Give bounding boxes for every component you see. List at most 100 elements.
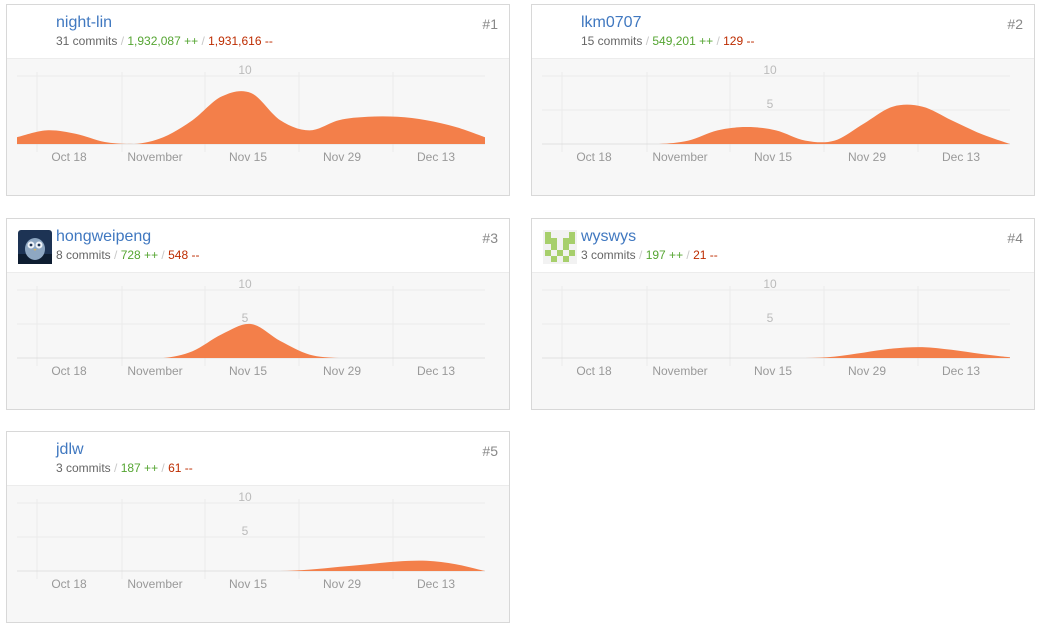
y-tick-label: 10	[763, 277, 777, 291]
x-tick-label: Dec 13	[942, 150, 980, 164]
x-tick-label: Nov 29	[848, 150, 886, 164]
deletions-count: 1,931,616 --	[208, 34, 273, 48]
x-tick-label: Nov 15	[229, 577, 267, 591]
deletions-count: 548 --	[168, 248, 200, 262]
avatar[interactable]	[18, 230, 52, 264]
y-tick-label: 10	[238, 63, 252, 77]
contributor-stats: 3 commits / 187 ++ / 61 --	[56, 461, 193, 475]
rank-label: #4	[1007, 230, 1023, 246]
contributor-header: jdlw 3 commits / 187 ++ / 61 -- #5	[7, 432, 509, 485]
separator: /	[683, 248, 694, 262]
contributor-card: hongweipeng 8 commits / 728 ++ / 548 -- #3…	[6, 218, 510, 410]
separator: /	[110, 461, 121, 475]
commit-count: 3 commits	[581, 248, 636, 262]
separator: /	[158, 248, 169, 262]
commit-activity-chart: 10 Oct 18 November Nov 15 Nov 29 Dec 13	[7, 58, 509, 195]
rank-label: #2	[1007, 16, 1023, 32]
contributor-stats: 15 commits / 549,201 ++ / 129 --	[581, 34, 754, 48]
x-tick-label: Nov 15	[754, 364, 792, 378]
contributor-header: wyswys 3 commits / 197 ++ / 21 -- #4	[532, 219, 1034, 272]
x-tick-label: Nov 29	[323, 577, 361, 591]
rank-label: #5	[482, 443, 498, 459]
x-tick-label: Oct 18	[576, 364, 612, 378]
contributor-header: hongweipeng 8 commits / 728 ++ / 548 -- #3	[7, 219, 509, 272]
x-tick-label: November	[127, 364, 182, 378]
separator: /	[117, 34, 128, 48]
x-tick-label: Oct 18	[51, 364, 87, 378]
chart-svg: 10 5 Oct 18 November Nov 15 Nov 29 Dec 13	[17, 277, 485, 378]
y-tick-label: 10	[763, 63, 777, 77]
chart-svg: 10 5 Oct 18 November Nov 15 Nov 29 Dec 13	[17, 490, 485, 591]
commits-area-series	[17, 91, 485, 144]
commit-activity-chart: 10 5 Oct 18 November Nov 15 Nov 29 Dec 13	[532, 58, 1034, 195]
x-tick-label: Nov 15	[229, 364, 267, 378]
commit-count: 31 commits	[56, 34, 118, 48]
y-tick-label: 5	[242, 524, 249, 538]
x-tick-label: Dec 13	[942, 364, 980, 378]
contributor-card: night-lin 31 commits / 1,932,087 ++ / 1,9…	[6, 4, 510, 196]
commits-area-series	[17, 323, 485, 358]
commits-area-series	[17, 560, 485, 571]
x-tick-label: Nov 15	[754, 150, 792, 164]
deletions-count: 21 --	[693, 248, 718, 262]
commit-activity-chart: 10 5 Oct 18 November Nov 15 Nov 29 Dec 13	[7, 272, 509, 409]
x-tick-label: Nov 29	[323, 150, 361, 164]
y-tick-label: 5	[242, 311, 249, 325]
y-tick-label: 10	[238, 490, 252, 504]
contributor-header: lkm0707 15 commits / 549,201 ++ / 129 -- #…	[532, 5, 1034, 58]
chart-svg: 10 5 Oct 18 November Nov 15 Nov 29 Dec 13	[542, 277, 1010, 378]
commit-activity-chart: 10 5 Oct 18 November Nov 15 Nov 29 Dec 13	[532, 272, 1034, 409]
contributor-login-link[interactable]: wyswys	[581, 228, 637, 245]
separator: /	[635, 248, 646, 262]
commit-count: 3 commits	[56, 461, 111, 475]
separator: /	[110, 248, 121, 262]
x-tick-label: Dec 13	[417, 150, 455, 164]
additions-count: 549,201 ++	[652, 34, 714, 48]
commit-count: 15 commits	[581, 34, 643, 48]
rank-label: #1	[482, 16, 498, 32]
x-tick-label: Nov 29	[323, 364, 361, 378]
additions-count: 197 ++	[645, 248, 684, 262]
contributor-stats: 3 commits / 197 ++ / 21 --	[581, 248, 718, 262]
y-tick-label: 10	[238, 277, 252, 291]
additions-count: 1,932,087 ++	[127, 34, 199, 48]
x-tick-label: Nov 15	[229, 150, 267, 164]
contributor-card: jdlw 3 commits / 187 ++ / 61 -- #5 10 5 Oct 1…	[6, 431, 510, 623]
contributor-login-link[interactable]: night-lin	[56, 14, 113, 31]
y-tick-label: 5	[767, 97, 774, 111]
chart-svg: 10 5 Oct 18 November Nov 15 Nov 29 Dec 13	[542, 63, 1010, 164]
contributor-header: night-lin 31 commits / 1,932,087 ++ / 1,9…	[7, 5, 509, 58]
x-tick-label: November	[652, 150, 707, 164]
x-tick-label: Oct 18	[51, 150, 87, 164]
commit-activity-chart: 10 5 Oct 18 November Nov 15 Nov 29 Dec 13	[7, 485, 509, 622]
separator: /	[198, 34, 209, 48]
x-tick-label: Oct 18	[51, 577, 87, 591]
commit-count: 8 commits	[56, 248, 111, 262]
rank-label: #3	[482, 230, 498, 246]
chart-svg: 10 Oct 18 November Nov 15 Nov 29 Dec 13	[17, 63, 485, 164]
contributor-card: lkm0707 15 commits / 549,201 ++ / 129 -- #…	[531, 4, 1035, 196]
avatar[interactable]	[543, 230, 577, 264]
x-tick-label: Nov 29	[848, 364, 886, 378]
contributor-stats: 8 commits / 728 ++ / 548 --	[56, 248, 199, 262]
contributor-login-link[interactable]: jdlw	[56, 441, 84, 458]
additions-count: 728 ++	[120, 248, 159, 262]
x-tick-label: November	[652, 364, 707, 378]
x-tick-label: Dec 13	[417, 577, 455, 591]
contributor-stats: 31 commits / 1,932,087 ++ / 1,931,616 --	[56, 34, 273, 48]
separator: /	[642, 34, 653, 48]
contributor-card: wyswys 3 commits / 197 ++ / 21 -- #4 10 5 Oct…	[531, 218, 1035, 410]
contributor-login-link[interactable]: lkm0707	[581, 14, 642, 31]
x-tick-label: Oct 18	[576, 150, 612, 164]
x-tick-label: November	[127, 577, 182, 591]
x-tick-label: Dec 13	[417, 364, 455, 378]
y-tick-label: 5	[767, 311, 774, 325]
separator: /	[713, 34, 724, 48]
contributor-login-link[interactable]: hongweipeng	[56, 228, 152, 245]
x-tick-label: November	[127, 150, 182, 164]
separator: /	[158, 461, 169, 475]
deletions-count: 61 --	[168, 461, 193, 475]
commits-area-series	[542, 347, 1010, 358]
deletions-count: 129 --	[723, 34, 755, 48]
commits-area-series	[542, 104, 1010, 144]
